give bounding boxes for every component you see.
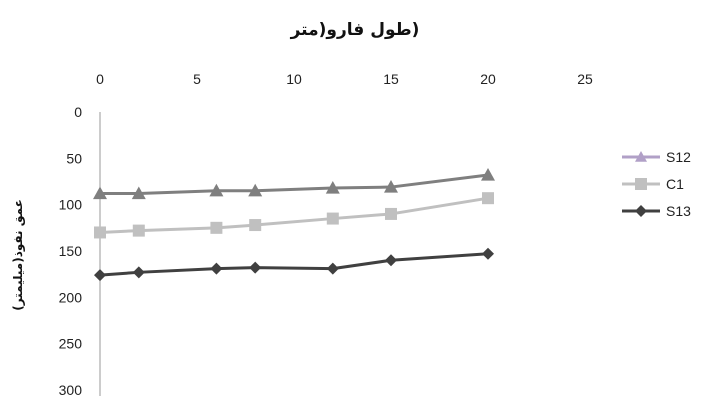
data-point [94, 269, 106, 282]
series-layer [93, 168, 495, 282]
data-point [385, 207, 397, 220]
legend-label: C1 [666, 176, 684, 192]
data-point [132, 224, 145, 237]
y-tick-label: 100 [59, 197, 83, 213]
data-point [131, 186, 146, 200]
x-tick-label: 25 [577, 71, 593, 87]
data-point [209, 183, 224, 197]
series-line [100, 173, 489, 196]
series-line [99, 196, 489, 234]
series-c1 [94, 192, 494, 239]
legend-marker [635, 178, 647, 190]
series-s12 [93, 168, 495, 200]
data-point [481, 168, 495, 181]
y-tick-label: 250 [59, 336, 83, 352]
y-tick-label: 150 [59, 243, 83, 259]
data-point [482, 247, 494, 260]
legend-label: S13 [666, 203, 691, 219]
x-tick-label: 0 [96, 71, 104, 87]
data-point [385, 254, 397, 267]
legend: S12 C1 S13 [622, 149, 691, 219]
x-tick-label: 20 [480, 71, 496, 87]
legend-item: C1 [622, 176, 684, 192]
series-s13 [94, 247, 494, 282]
legend-marker [635, 151, 647, 162]
y-axis-label: عمق نفوذ(میلیمتر) [11, 199, 26, 311]
data-point [384, 180, 398, 193]
data-point [326, 212, 339, 225]
y-tick-label: 300 [59, 382, 83, 397]
data-point [132, 266, 145, 279]
y-tick-label: 0 [74, 104, 82, 120]
x-tick-label: 5 [193, 71, 201, 87]
data-point [210, 262, 223, 275]
data-point [482, 192, 494, 205]
x-tick-label: 10 [286, 71, 302, 87]
data-point [249, 219, 262, 232]
legend-item: S13 [622, 203, 691, 219]
y-tick-label: 200 [59, 289, 83, 305]
chart-title: (طول فارو(متر [290, 20, 420, 40]
legend-item: S12 [622, 149, 691, 165]
y-tick-label: 50 [66, 150, 82, 166]
data-point [248, 183, 263, 197]
y-tick-labels: 0 50 100 150 200 250 300 [59, 104, 83, 397]
legend-label: S12 [666, 149, 691, 165]
data-point [249, 261, 262, 274]
legend-marker [635, 205, 647, 217]
data-point [326, 262, 339, 275]
x-tick-label: 15 [383, 71, 399, 87]
data-point [93, 186, 107, 200]
data-point [210, 221, 223, 234]
x-tick-labels: 0 5 10 15 20 25 [96, 71, 593, 87]
series-line [99, 252, 489, 277]
data-point [94, 226, 106, 239]
data-point [325, 180, 340, 194]
